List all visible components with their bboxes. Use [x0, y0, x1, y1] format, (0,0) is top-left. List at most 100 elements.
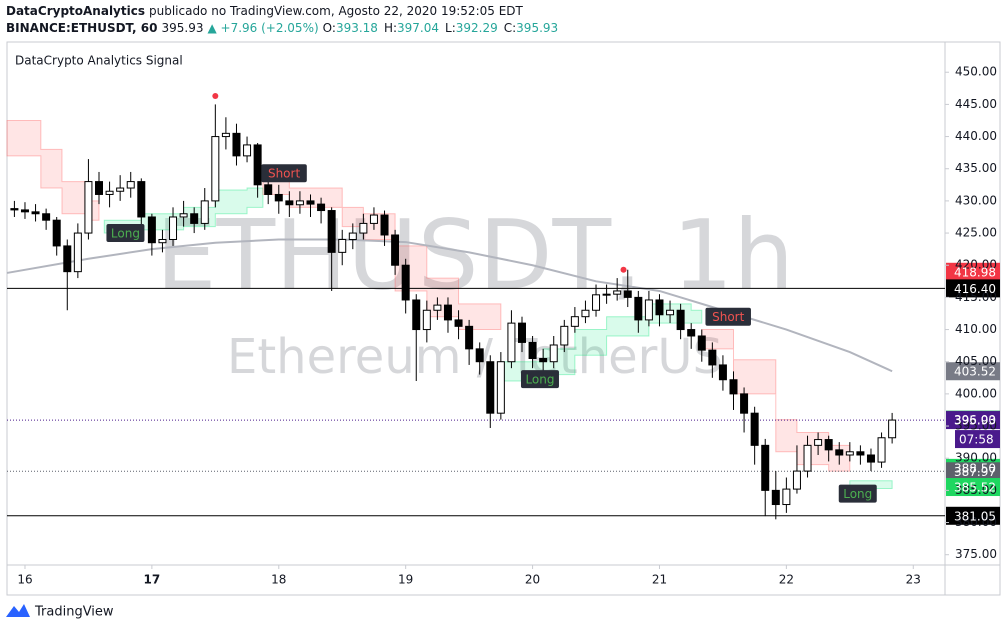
y-tick-label: 375.00	[955, 547, 997, 561]
y-tick-label: 425.00	[955, 226, 997, 240]
candle-body	[317, 203, 326, 212]
price-tag-label: 416.40	[954, 282, 996, 296]
price-tag	[946, 279, 1000, 298]
candle-body	[63, 245, 72, 273]
candle-body	[52, 219, 61, 247]
candle-body	[126, 181, 135, 189]
logo-icon	[6, 604, 30, 617]
candle-body	[327, 210, 336, 253]
price-tag-label: 387.97	[954, 465, 996, 479]
price-tag-label: 385.52	[954, 481, 996, 495]
candle-body	[729, 379, 738, 395]
signal-box	[261, 164, 307, 183]
candle-body	[613, 290, 622, 295]
author: DataCryptoAnalytics	[6, 4, 145, 18]
candle-body	[570, 316, 579, 327]
candle-body	[676, 309, 685, 331]
candle-body	[73, 232, 82, 273]
candle-body	[10, 208, 19, 211]
signal-label: Long	[111, 227, 140, 241]
candle-body	[158, 238, 167, 244]
signal-band	[6, 119, 100, 221]
header-row: BINANCE:ETHUSDT, 60 395.93 ▲ +7.96 (+2.0…	[6, 20, 558, 37]
candle-body	[116, 187, 125, 192]
y-tick-label: 415.00	[955, 290, 997, 304]
y-tick-label: 390.00	[955, 451, 997, 465]
y-tick-label: 380.00	[955, 515, 997, 529]
indicator-title: DataCrypto Analytics Signal	[15, 54, 183, 68]
price-tag-label: 381.05	[954, 509, 996, 523]
ohlc-value: 392.29	[455, 21, 498, 35]
candle-body	[31, 211, 40, 215]
candle-body	[761, 444, 770, 491]
price-tag	[946, 362, 1000, 381]
frame	[6, 41, 1001, 596]
ohlc-item: L:392.29	[445, 20, 498, 37]
ohlc-value: 395.93	[516, 21, 559, 35]
candle-body	[137, 181, 146, 218]
price-tag-label: 418.98	[954, 265, 996, 279]
candle-body	[835, 449, 844, 456]
price-tag	[946, 262, 1000, 281]
y-tick-label: 435.00	[955, 161, 997, 175]
candle-body	[84, 181, 93, 234]
ohlc-item: C:395.93	[504, 20, 558, 37]
candle-body	[888, 419, 897, 439]
candle-body	[856, 451, 865, 456]
candle-body	[740, 393, 749, 414]
y-tick-label: 400.00	[955, 386, 997, 400]
candle-body	[602, 293, 611, 296]
candle-body	[877, 437, 886, 463]
candle-body	[253, 144, 262, 186]
signal-box	[106, 224, 145, 243]
ohlc-item: H:397.04	[384, 20, 439, 37]
signal-dot	[620, 266, 627, 273]
watermark: ETHUSDT, 1h	[156, 199, 794, 311]
candle-body	[824, 439, 833, 451]
candle-body	[443, 304, 452, 321]
ohlc: O:393.18 H:397.04 L:392.29 C:395.93	[323, 20, 559, 37]
candle-body	[147, 216, 156, 244]
candle-body	[496, 361, 505, 414]
y-tick-label: 395.00	[955, 419, 997, 433]
candle-body	[486, 361, 495, 414]
ohlc-label: O:	[322, 21, 336, 35]
x-tick-label: 16	[17, 573, 32, 587]
signal-dot	[212, 93, 219, 100]
candle-body	[666, 309, 675, 316]
candle-body	[708, 349, 717, 366]
signal-label: Short	[712, 310, 744, 324]
candle-body	[412, 299, 421, 331]
price-tag	[946, 478, 1000, 497]
candle-body	[539, 358, 548, 363]
x-tick-label: 22	[779, 573, 794, 587]
plot: Long Short Long Short Long	[6, 93, 1000, 525]
x-tick-label: 19	[398, 573, 413, 587]
candle-body	[465, 325, 474, 350]
last-price: 395.93	[161, 21, 204, 35]
candle-body	[697, 335, 706, 351]
candle-body	[20, 209, 29, 213]
candle-body	[179, 213, 188, 218]
y-tick-label: 430.00	[955, 193, 997, 207]
candle-body	[433, 304, 442, 311]
y-tick-label: 420.00	[955, 258, 997, 272]
signal-box	[705, 307, 751, 326]
candle-body	[750, 412, 759, 446]
candle-body	[380, 214, 389, 236]
change: ▲ +7.96 (+2.05%)	[207, 21, 319, 35]
price-tag	[946, 411, 1000, 430]
signal-band	[262, 169, 502, 331]
candle-body	[507, 322, 516, 363]
price-tag-label: 396.00	[954, 413, 996, 427]
candle-body	[623, 290, 632, 298]
candle-body	[369, 214, 378, 224]
candle-body	[454, 319, 463, 327]
candle-body	[634, 296, 643, 321]
candle-body	[782, 488, 791, 506]
y-tick-label: 440.00	[955, 129, 997, 143]
ohlc-item: O:393.18	[323, 20, 378, 37]
candle-body	[803, 444, 812, 472]
header-row: DataCryptoAnalytics publicado no Trading…	[6, 3, 558, 20]
moving-average	[6, 238, 893, 373]
